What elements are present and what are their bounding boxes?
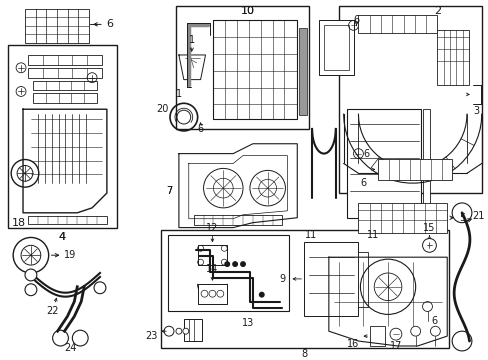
Text: 6: 6 bbox=[360, 178, 366, 188]
Text: 24: 24 bbox=[64, 343, 77, 353]
Text: 11: 11 bbox=[305, 230, 317, 240]
Bar bbox=[28, 55, 102, 65]
Bar bbox=[358, 15, 436, 33]
Circle shape bbox=[183, 328, 188, 334]
Text: 16: 16 bbox=[346, 339, 359, 349]
Text: 6: 6 bbox=[106, 19, 113, 30]
Bar bbox=[338, 6, 481, 193]
Circle shape bbox=[224, 261, 230, 267]
Text: 1: 1 bbox=[176, 89, 182, 99]
Bar bbox=[28, 68, 102, 78]
Bar bbox=[358, 252, 367, 306]
Bar bbox=[369, 326, 384, 346]
Circle shape bbox=[232, 261, 238, 267]
Text: 6: 6 bbox=[197, 124, 203, 134]
Text: 11: 11 bbox=[366, 230, 379, 240]
Text: 23: 23 bbox=[145, 331, 157, 341]
Text: 14: 14 bbox=[206, 264, 218, 274]
Bar bbox=[318, 21, 353, 75]
Bar bbox=[436, 30, 468, 85]
Text: 20: 20 bbox=[156, 104, 168, 114]
Bar bbox=[161, 230, 448, 348]
Circle shape bbox=[25, 269, 37, 281]
Text: 10: 10 bbox=[241, 5, 254, 15]
Text: 17: 17 bbox=[389, 341, 401, 351]
Bar bbox=[346, 109, 420, 218]
Bar bbox=[33, 94, 97, 103]
Text: 4: 4 bbox=[59, 233, 66, 243]
Text: 6: 6 bbox=[363, 149, 368, 159]
Text: 2: 2 bbox=[433, 5, 440, 15]
Text: 18: 18 bbox=[12, 218, 26, 228]
Text: 13: 13 bbox=[242, 318, 254, 328]
Bar bbox=[176, 6, 308, 129]
Bar bbox=[213, 21, 297, 119]
Bar bbox=[299, 28, 306, 115]
Bar bbox=[422, 109, 429, 218]
Circle shape bbox=[240, 261, 245, 267]
Bar bbox=[33, 81, 97, 90]
Text: 3: 3 bbox=[473, 106, 479, 116]
Bar bbox=[193, 215, 282, 225]
Bar bbox=[197, 246, 227, 265]
Text: 19: 19 bbox=[64, 250, 76, 260]
Text: 1: 1 bbox=[188, 35, 194, 45]
Text: 12: 12 bbox=[206, 222, 218, 233]
Bar bbox=[197, 284, 227, 303]
Text: 4: 4 bbox=[59, 233, 66, 243]
Bar bbox=[168, 235, 289, 311]
Bar bbox=[25, 9, 89, 43]
Bar bbox=[358, 203, 447, 233]
Text: 22: 22 bbox=[46, 306, 59, 316]
Circle shape bbox=[164, 326, 174, 336]
Text: 6: 6 bbox=[430, 316, 437, 326]
Text: 7: 7 bbox=[165, 186, 172, 196]
Text: 21: 21 bbox=[471, 211, 484, 221]
Circle shape bbox=[94, 282, 106, 294]
Bar bbox=[183, 319, 201, 341]
Text: 10: 10 bbox=[241, 5, 254, 15]
Text: 5: 5 bbox=[458, 213, 464, 223]
Text: 8: 8 bbox=[301, 349, 306, 359]
Text: 7: 7 bbox=[165, 186, 172, 196]
Bar bbox=[28, 216, 107, 224]
Bar bbox=[323, 25, 348, 70]
Bar bbox=[304, 242, 358, 316]
Bar bbox=[377, 158, 451, 180]
Bar bbox=[8, 45, 117, 228]
Circle shape bbox=[25, 284, 37, 296]
Text: 9: 9 bbox=[279, 274, 285, 284]
Text: 15: 15 bbox=[423, 222, 435, 233]
Text: 6: 6 bbox=[353, 15, 359, 26]
Circle shape bbox=[258, 292, 264, 298]
Circle shape bbox=[176, 328, 182, 334]
